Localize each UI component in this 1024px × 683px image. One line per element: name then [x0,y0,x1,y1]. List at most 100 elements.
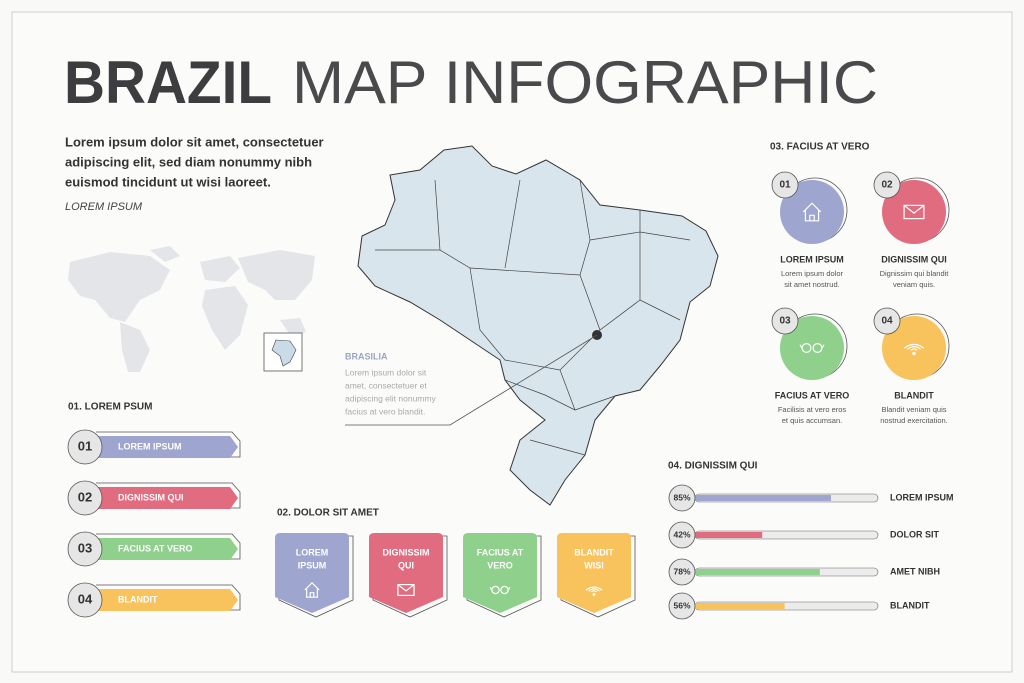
icon-shape [903,343,925,349]
feature-title: DIGNISSIM QUI [881,254,947,264]
number: 01 [78,438,92,453]
banner-label: BLANDIT [118,594,158,604]
bar-fill [695,532,763,538]
feature-text: Blandit veniam quis [881,405,946,414]
banner-label: LOREM IPSUM [118,441,182,451]
icon-glasses [799,343,825,354]
callout-line: facius at vero blandit. [345,406,425,416]
percent-badge [668,521,696,549]
feature-text: Dignissim qui blandit [880,269,950,278]
feature-text: et quis accumsan. [782,416,842,425]
intro-line: adipiscing elit, sed diam nonummy nibh [65,154,312,169]
number: 03 [779,316,791,327]
icon-glasses [489,585,511,595]
percent-label: 42% [673,529,690,539]
icon-shape [903,204,925,214]
bar-label: AMET NIBH [890,566,940,576]
banner [98,589,238,611]
icon-shape [304,581,320,598]
section-heading: 02. DOLOR SIT AMET [277,508,379,519]
card-label: BLANDIT [574,547,614,557]
feature-text: sit amet nostrud. [784,280,839,289]
number: 04 [78,591,93,606]
card-label: QUI [398,560,414,570]
percent-label: 85% [673,492,690,502]
callout-line: Lorem ipsum dolor sit [345,367,427,377]
icon-mail [903,204,925,220]
number: 04 [881,316,893,327]
card-label: DIGNISSIM [382,547,429,557]
feature-circle [780,180,844,244]
title-light: MAP INFOGRAPHIC [292,49,878,116]
brazil-map [345,145,719,506]
card-label: IPSUM [298,560,327,570]
percent-label: 56% [673,600,690,610]
number-badge [67,480,103,516]
icon-house [802,202,822,222]
bar-label: DOLOR SIT [890,529,940,539]
icon-shape [592,592,596,596]
icon-mail [397,583,415,596]
card [557,533,631,613]
number-badge [771,171,799,199]
number-badge [67,582,103,618]
card [463,533,537,613]
card-label: VERO [487,560,513,570]
icon-shape [397,583,415,596]
intro-line: Lorem ipsum dolor sit amet, consectetuer [65,134,324,149]
feature-circle [882,180,946,244]
icon-shape [590,590,598,593]
section-heading: 04. DIGNISSIM QUI [668,461,758,472]
number-badge [873,171,901,199]
percent-badge [668,592,696,620]
number: 02 [881,180,893,191]
feature-text: nostrud exercitation. [880,416,948,425]
card [369,533,443,613]
number: 02 [78,489,92,504]
callout-title: BRASILIA [345,351,388,361]
feature-text: veniam quis. [893,280,935,289]
icon-wifi [585,586,603,596]
icon-shape [588,588,600,592]
card-label: LOREM [296,547,329,557]
percent-label: 78% [673,566,690,576]
icon-shape [903,204,925,220]
icon-shape [907,346,921,350]
percent-badge [668,484,696,512]
bar-label: BLANDIT [890,600,930,610]
icon-wifi [903,343,925,356]
bar-fill [695,603,785,609]
feature-title: LOREM IPSUM [780,254,844,264]
number-badge [67,429,103,465]
percent-badge [668,558,696,586]
number-badge [771,307,799,335]
banner [98,436,238,458]
banner-label: DIGNISSIM QUI [118,492,184,502]
feature-text: Lorem ipsum dolor [781,269,844,278]
bar-label: LOREM IPSUM [890,492,954,502]
icon-shape [489,586,511,591]
icon-shape [799,344,825,349]
icon-shape [802,202,822,222]
callout-line: amet, consectetuer et [345,380,427,390]
bar-fill [695,495,831,501]
card [275,533,349,613]
banner [98,538,238,560]
callout-line: adipiscing elit nonummy [345,393,436,403]
feature-circle [780,316,844,380]
number-badge [873,307,901,335]
number: 03 [78,540,92,555]
section-heading: 01. LOREM PSUM [68,402,152,413]
inset-brazil [271,339,297,367]
number-badge [67,531,103,567]
feature-title: FACIUS AT VERO [775,390,850,400]
icon-shape [912,351,916,356]
intro-line: euismod tincidunt ut wisi laoreet. [65,174,271,189]
icon-shape [910,348,918,351]
banner [98,487,238,509]
icon-shape [812,343,823,354]
icon-shape [585,586,603,591]
title-bold: BRAZIL [64,49,272,116]
bar-fill [695,569,820,575]
